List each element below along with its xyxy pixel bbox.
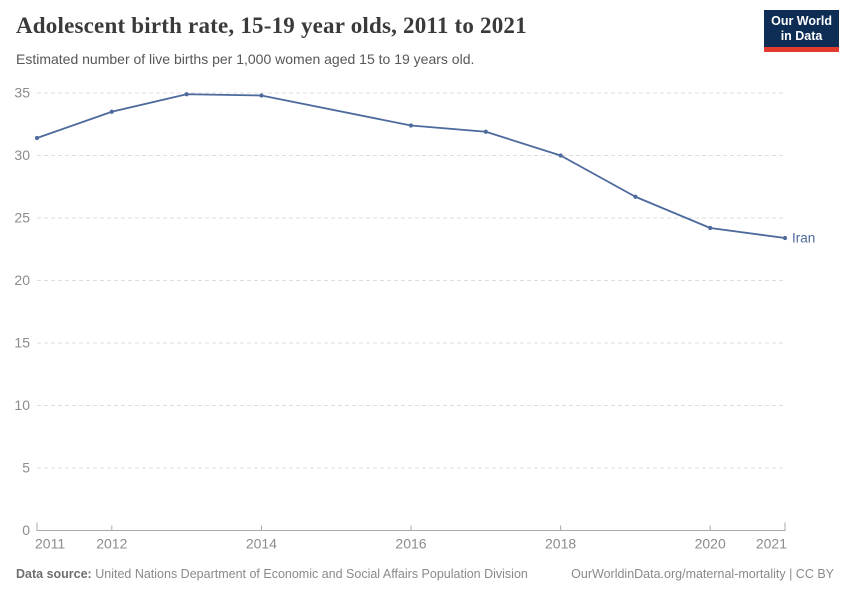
x-tick-label: 2016 (395, 536, 426, 552)
y-tick-label: 5 (22, 460, 30, 476)
x-tick-label: 2020 (695, 536, 726, 552)
chart-title: Adolescent birth rate, 15-19 year olds, … (16, 13, 527, 38)
owid-logo[interactable]: Our World in Data (764, 10, 839, 52)
data-point-marker (259, 93, 264, 98)
chart-subtitle: Estimated number of live births per 1,00… (16, 51, 475, 67)
y-tick-label: 10 (14, 397, 30, 413)
x-tick-label: 2018 (545, 536, 576, 552)
data-point-marker (408, 123, 414, 128)
y-tick-label: 20 (14, 272, 30, 288)
data-point-marker (483, 129, 488, 134)
owid-logo-line2: in Data (780, 29, 823, 43)
series-iran[interactable]: Iran (34, 92, 815, 246)
data-point-marker (34, 135, 40, 141)
data-point-marker (708, 225, 713, 231)
y-tick-label: 30 (14, 147, 30, 163)
data-point-marker (633, 194, 638, 199)
x-tick-label: 2014 (246, 536, 277, 552)
series-line (36, 93, 786, 239)
data-point-marker (184, 92, 189, 97)
y-tick-label: 15 (14, 335, 30, 351)
data-point-marker (109, 109, 114, 114)
data-source-text: United Nations Department of Economic an… (95, 567, 528, 581)
data-point-marker (558, 153, 563, 158)
x-tick-label: 2011 (35, 536, 65, 552)
data-source-label: Data source: (16, 567, 92, 581)
credit-link[interactable]: OurWorldinData.org/maternal-mortality | … (571, 567, 834, 581)
series-end-label: Iran (792, 231, 815, 246)
x-tick-label: 2012 (96, 536, 127, 552)
x-tick-label: 2021 (756, 536, 787, 552)
y-tick-label: 0 (22, 522, 30, 538)
data-point-marker (782, 235, 788, 241)
owid-logo-line1: Our World (771, 14, 832, 28)
y-tick-label: 35 (14, 85, 30, 101)
data-source[interactable]: Data source: United Nations Department o… (16, 567, 528, 581)
y-tick-label: 25 (14, 210, 30, 226)
